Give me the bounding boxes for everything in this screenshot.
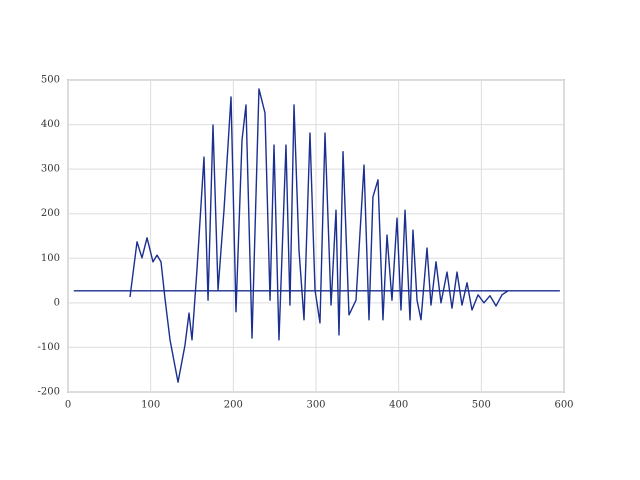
y-tick-label: 0 (54, 297, 60, 308)
y-tick-label: 400 (41, 119, 60, 130)
y-tick-label: -200 (38, 387, 60, 398)
x-tick-label: 500 (472, 400, 491, 411)
y-tick-label: 500 (41, 75, 60, 86)
series-line (129, 88, 509, 383)
x-tick-label: 300 (306, 400, 325, 411)
y-tick-label: 300 (41, 164, 60, 175)
y-tick-label: 100 (41, 253, 60, 264)
x-tick-label: 200 (224, 400, 243, 411)
y-tick-label: 200 (41, 208, 60, 219)
x-tick-label: 0 (65, 400, 71, 411)
y-tick-label: -100 (38, 342, 60, 353)
x-tick-label: 600 (554, 400, 573, 411)
x-tick-label: 400 (389, 400, 408, 411)
x-tick-label: 100 (141, 400, 160, 411)
